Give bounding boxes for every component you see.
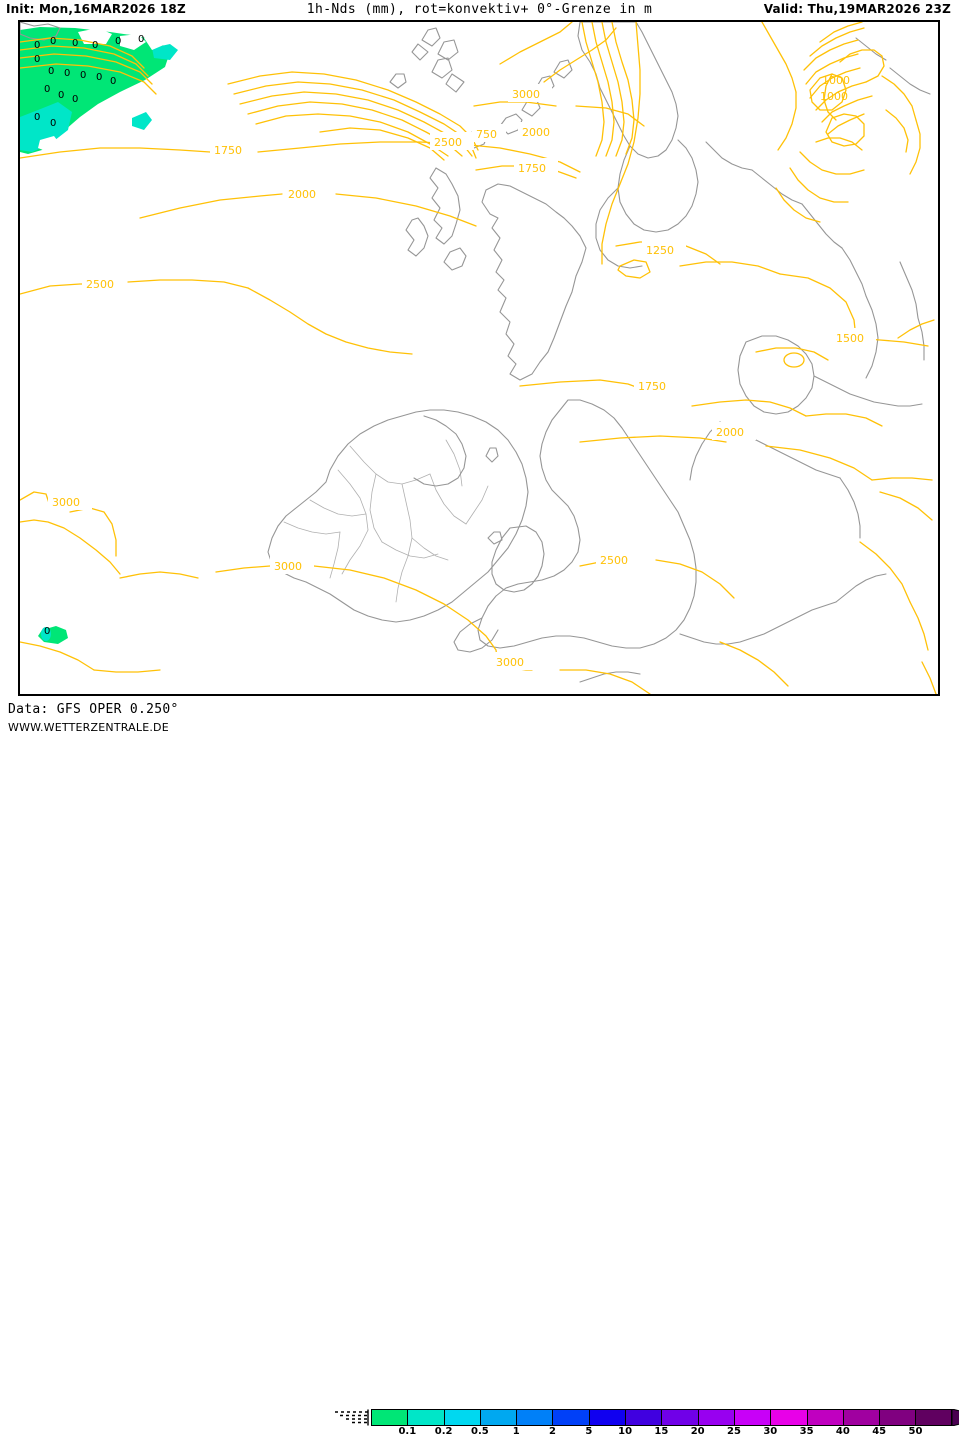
legend-band-2[interactable] [516,1409,553,1426]
chart-footer: Data: GFS OPER 0.250° WWW.WETTERZENTRALE… [0,698,959,1437]
weather-map-svg: 1750 2000 2500 3000 3000 3000 2500 2500 [20,22,937,694]
svg-text:0: 0 [48,66,54,77]
svg-text:0: 0 [34,40,40,51]
legend-tick-1: 1 [512,1426,520,1437]
legend-band-0.5[interactable] [443,1409,480,1426]
svg-text:1000: 1000 [822,74,850,87]
svg-text:0: 0 [110,76,116,87]
legend-band-5[interactable] [552,1409,589,1426]
legend-band-50[interactable] [879,1409,916,1426]
legend-tick-30: 30 [763,1426,778,1437]
coastlines [20,22,931,683]
svg-text:1750: 1750 [638,380,666,393]
legend-tick-0.5: 0.5 [471,1426,489,1437]
legend-band-20[interactable] [661,1409,698,1426]
svg-text:0: 0 [44,626,50,637]
legend-tick-45: 45 [872,1426,887,1437]
page-title: 1h-Nds (mm), rot=konvektiv+ 0°-Grenze in… [306,2,653,17]
svg-text:2000: 2000 [716,426,744,439]
legend-band-45[interactable] [842,1409,880,1426]
legend-tick-2: 2 [549,1426,556,1437]
freezing-level-contours [20,22,937,694]
svg-text:2500: 2500 [600,554,628,567]
svg-text:2500: 2500 [86,278,114,291]
precipitation-legend: 0.1 0.2 0.5 1 2 5 10 15 20 25 30 35 40 45 50 [334,1406,959,1439]
map-frame[interactable]: 1750 2000 2500 3000 3000 3000 2500 2500 [18,20,940,696]
legend-tick-0.1: 0.1 [398,1426,417,1437]
svg-text:2500: 2500 [434,136,462,149]
legend-color-bar[interactable] [371,1409,952,1426]
trace-precip-indicator [335,1409,369,1426]
legend-overflow-arrow [951,1409,959,1426]
svg-text:0: 0 [96,72,102,83]
legend-band-40[interactable] [806,1409,843,1426]
legend-band-35[interactable] [770,1409,807,1426]
legend-tick-labels: 0.1 0.2 0.5 1 2 5 10 15 20 25 30 35 40 45 50 [371,1426,952,1439]
svg-text:1250: 1250 [646,244,674,257]
legend-band-10[interactable] [588,1409,626,1426]
legend-band-1[interactable] [479,1409,517,1426]
legend-tick-25: 25 [727,1426,741,1437]
legend-band-30[interactable] [733,1409,771,1426]
svg-text:0: 0 [115,36,121,47]
contour-labels-group: 1750 2000 2500 3000 3000 3000 2500 2500 [48,74,876,670]
legend-band-15[interactable] [625,1409,662,1426]
legend-tick-15: 15 [654,1426,669,1437]
legend-band-max[interactable] [915,1409,952,1426]
svg-text:2000: 2000 [522,126,550,139]
svg-text:1750: 1750 [518,162,546,175]
legend-tick-0.2: 0.2 [434,1426,453,1437]
svg-text:0: 0 [34,112,40,123]
init-time-label: Init: Mon,16MAR2026 18Z [6,2,186,16]
legend-tick-50: 50 [908,1426,923,1437]
legend-tick-40: 40 [835,1426,850,1437]
chart-header: Init: Mon,16MAR2026 18Z 1h-Nds (mm), rot… [0,0,959,20]
website-link[interactable]: WWW.WETTERZENTRALE.DE [8,721,169,734]
legend-tick-5: 5 [585,1426,593,1437]
svg-text:3000: 3000 [496,656,524,669]
svg-text:3000: 3000 [512,88,540,101]
svg-text:0: 0 [72,38,78,49]
svg-text:0: 0 [34,54,40,65]
legend-band-25[interactable] [697,1409,734,1426]
svg-text:0: 0 [72,94,78,105]
legend-tick-10: 10 [618,1426,633,1437]
svg-text:1500: 1500 [836,332,864,345]
zero-value-labels: 0 0 0 0 0 0 0 0 0 0 0 0 0 0 0 0 0 [34,34,144,637]
svg-text:0: 0 [92,40,98,51]
map-container: 1750 2000 2500 3000 3000 3000 2500 2500 [0,20,959,698]
svg-text:0: 0 [50,118,56,129]
svg-text:1000: 1000 [820,90,848,103]
legend-band-0.2[interactable] [407,1409,444,1426]
svg-text:0: 0 [58,90,64,101]
precipitation-shading [20,27,178,644]
svg-text:0: 0 [44,84,50,95]
legend-tick-20: 20 [690,1426,705,1437]
valid-time-label: Valid: Thu,19MAR2026 23Z [763,2,951,16]
svg-text:750: 750 [476,128,497,141]
legend-band-0.1[interactable] [371,1409,408,1426]
svg-text:0: 0 [64,68,70,79]
data-source-label: Data: GFS OPER 0.250° [8,702,179,717]
svg-text:0: 0 [138,34,144,45]
svg-text:3000: 3000 [274,560,302,573]
svg-text:3000: 3000 [52,496,80,509]
svg-text:2000: 2000 [288,188,316,201]
contour-1750 [20,147,211,159]
legend-tick-35: 35 [799,1426,814,1437]
svg-text:1750: 1750 [214,144,242,157]
svg-text:0: 0 [50,36,56,47]
svg-text:0: 0 [80,70,86,81]
